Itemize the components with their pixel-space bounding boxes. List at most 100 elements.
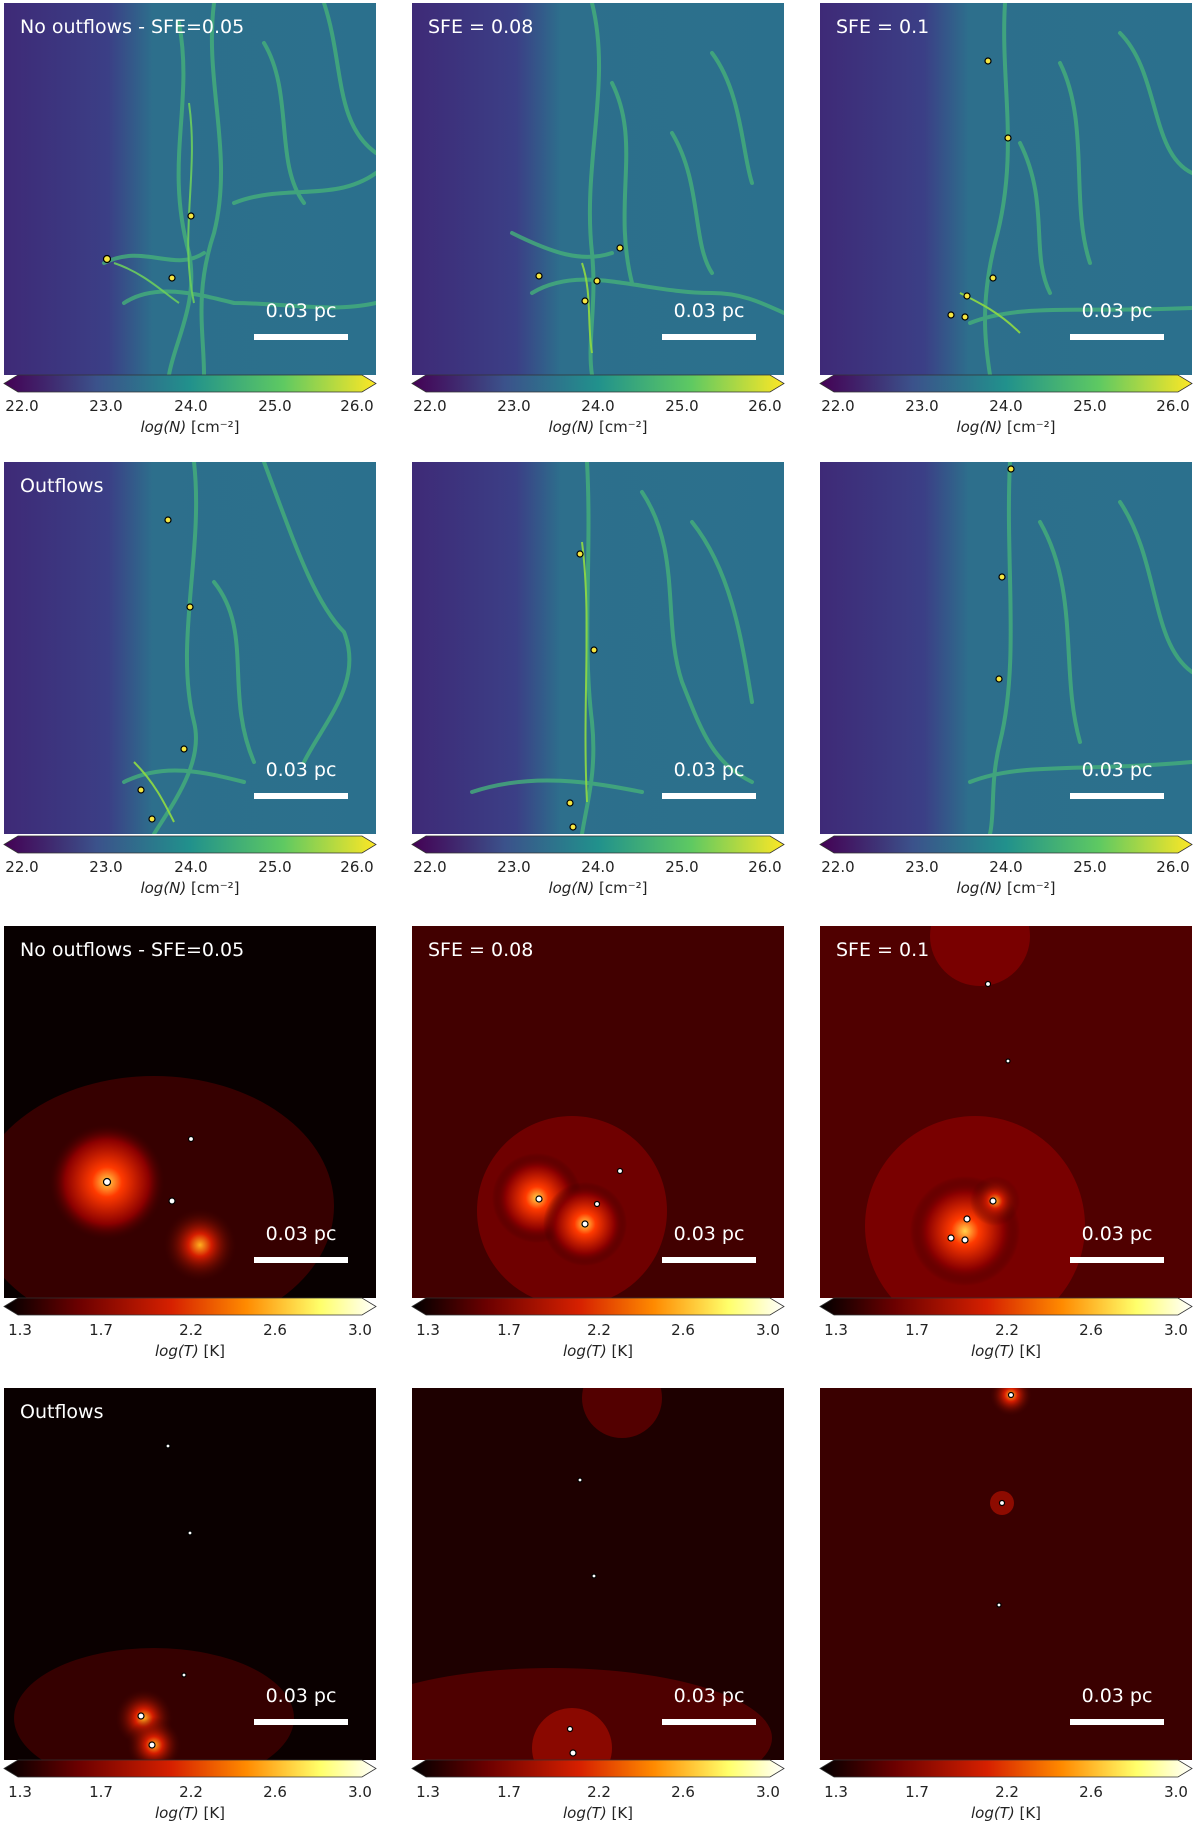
- panel-density-nooutflow-sfe01: SFE = 0.1 0.03 pc: [820, 3, 1192, 375]
- colorbar-label-unit: [K]: [611, 1804, 634, 1822]
- colorbar-tick: 22.0: [413, 858, 447, 876]
- colorbar-label-quantity: log(N): [140, 418, 187, 436]
- colorbar-label-quantity: log(T): [154, 1804, 199, 1822]
- panel-temperature-outflow-sfe008: 0.03 pc: [412, 1388, 784, 1760]
- colorbar-density: [819, 835, 1193, 854]
- colorbar-tick: 1.3: [824, 1783, 848, 1801]
- colorbar-temperature: [3, 1297, 377, 1316]
- temperature-map: [412, 1388, 784, 1760]
- colorbar-temperature: [411, 1297, 785, 1316]
- colorbar-tick: 1.7: [905, 1783, 929, 1801]
- star-markers: [535, 244, 624, 305]
- star-markers: [995, 465, 1015, 683]
- colorbar-tick: 23.0: [89, 397, 123, 415]
- colorbar-label: log(N) [cm⁻²]: [820, 418, 1192, 436]
- scale-bar: [254, 793, 348, 799]
- panel-density-outflow-sfe005: Outflows 0.03 pc: [4, 462, 376, 834]
- colorbar-tick: 25.0: [665, 858, 699, 876]
- colorbar-tick: 25.0: [258, 397, 292, 415]
- colorbar-label-quantity: log(T): [562, 1342, 607, 1360]
- colorbar-label-unit: [cm⁻²]: [1007, 879, 1056, 897]
- colorbar-tick: 2.2: [587, 1783, 611, 1801]
- colorbar-tick: 2.6: [1079, 1321, 1103, 1339]
- star-markers: [947, 57, 1012, 321]
- colorbar-density: [411, 835, 785, 854]
- colorbar-tick: 25.0: [1073, 397, 1107, 415]
- star-markers: [137, 516, 194, 823]
- colorbar-tick: 23.0: [905, 397, 939, 415]
- colorbar-tick: 23.0: [905, 858, 939, 876]
- colorbar-label: log(T) [K]: [4, 1804, 376, 1822]
- colorbar-tick: 22.0: [821, 397, 855, 415]
- colorbar-tick: 1.3: [416, 1321, 440, 1339]
- scale-bar: [662, 1257, 756, 1263]
- colorbar-tick: 22.0: [5, 397, 39, 415]
- colorbar-tick: 1.3: [416, 1783, 440, 1801]
- colorbar-tick: 1.7: [497, 1783, 521, 1801]
- star-markers: [566, 550, 598, 831]
- colorbar-density: [3, 835, 377, 854]
- panel-temperature-nooutflow-sfe005: No outflows - SFE=0.05 0.03 pc: [4, 926, 376, 1298]
- colorbar-temperature: [3, 1759, 377, 1778]
- colorbar-tick: 26.0: [340, 858, 374, 876]
- colorbar-label-quantity: log(N): [548, 418, 595, 436]
- colorbar-tick: 3.0: [348, 1321, 372, 1339]
- colorbar-label-quantity: log(T): [154, 1342, 199, 1360]
- panel-title: Outflows: [20, 475, 104, 497]
- scale-bar: [662, 334, 756, 340]
- temperature-map: [820, 1388, 1192, 1760]
- panel-temperature-outflow-sfe01: 0.03 pc: [820, 1388, 1192, 1760]
- density-map: [4, 462, 376, 834]
- scale-bar-label: 0.03 pc: [265, 1223, 337, 1245]
- panel-title: No outflows - SFE=0.05: [20, 16, 245, 38]
- scale-bar: [1070, 1257, 1164, 1263]
- panel-title: SFE = 0.08: [428, 939, 534, 961]
- temperature-map: [4, 926, 376, 1298]
- colorbar-label: log(T) [K]: [820, 1342, 1192, 1360]
- colorbar-tick: 3.0: [756, 1783, 780, 1801]
- panel-density-outflow-sfe008: 0.03 pc: [412, 462, 784, 834]
- scale-bar: [1070, 334, 1164, 340]
- colorbar-label: log(N) [cm⁻²]: [4, 879, 376, 897]
- scale-bar-label: 0.03 pc: [265, 1685, 337, 1707]
- panel-title: SFE = 0.1: [836, 16, 930, 38]
- panel-title: No outflows - SFE=0.05: [20, 939, 245, 961]
- temperature-map: [820, 926, 1192, 1298]
- colorbar-tick: 23.0: [497, 397, 531, 415]
- star-markers: [947, 980, 1011, 1244]
- colorbar-tick: 24.0: [174, 397, 208, 415]
- colorbar-tick: 2.2: [179, 1783, 203, 1801]
- colorbar-label-quantity: log(N): [956, 879, 1003, 897]
- colorbar-tick: 22.0: [821, 858, 855, 876]
- colorbar-tick: 1.3: [8, 1783, 32, 1801]
- colorbar-tick: 1.3: [8, 1321, 32, 1339]
- panel-temperature-nooutflow-sfe01: SFE = 0.1 0.03 pc: [820, 926, 1192, 1298]
- scale-bar: [254, 1257, 348, 1263]
- scale-bar: [254, 1719, 348, 1725]
- colorbar-tick: 2.6: [671, 1783, 695, 1801]
- colorbar-label: log(T) [K]: [412, 1342, 784, 1360]
- colorbar-tick: 3.0: [1164, 1321, 1188, 1339]
- scale-bar: [1070, 793, 1164, 799]
- colorbar-tick: 3.0: [756, 1321, 780, 1339]
- colorbar-tick: 26.0: [340, 397, 374, 415]
- panel-title: SFE = 0.08: [428, 16, 534, 38]
- colorbar-tick: 2.2: [995, 1783, 1019, 1801]
- colorbar-tick: 1.7: [905, 1321, 929, 1339]
- colorbar-tick: 3.0: [1164, 1783, 1188, 1801]
- colorbar-tick: 25.0: [1073, 858, 1107, 876]
- colorbar-label: log(N) [cm⁻²]: [4, 418, 376, 436]
- panel-temperature-outflow-sfe005: Outflows 0.03 pc: [4, 1388, 376, 1760]
- colorbar-temperature: [819, 1759, 1193, 1778]
- colorbar-label-unit: [cm⁻²]: [191, 879, 240, 897]
- colorbar-tick: 25.0: [258, 858, 292, 876]
- colorbar-label-quantity: log(N): [140, 879, 187, 897]
- density-map: [820, 462, 1192, 834]
- colorbar-label-quantity: log(N): [956, 418, 1003, 436]
- colorbar-tick: 26.0: [1156, 397, 1190, 415]
- colorbar-label-unit: [K]: [203, 1804, 226, 1822]
- colorbar-label-unit: [K]: [1019, 1804, 1042, 1822]
- colorbar-label-quantity: log(T): [562, 1804, 607, 1822]
- colorbar-tick: 2.6: [671, 1321, 695, 1339]
- colorbar-tick: 24.0: [581, 858, 615, 876]
